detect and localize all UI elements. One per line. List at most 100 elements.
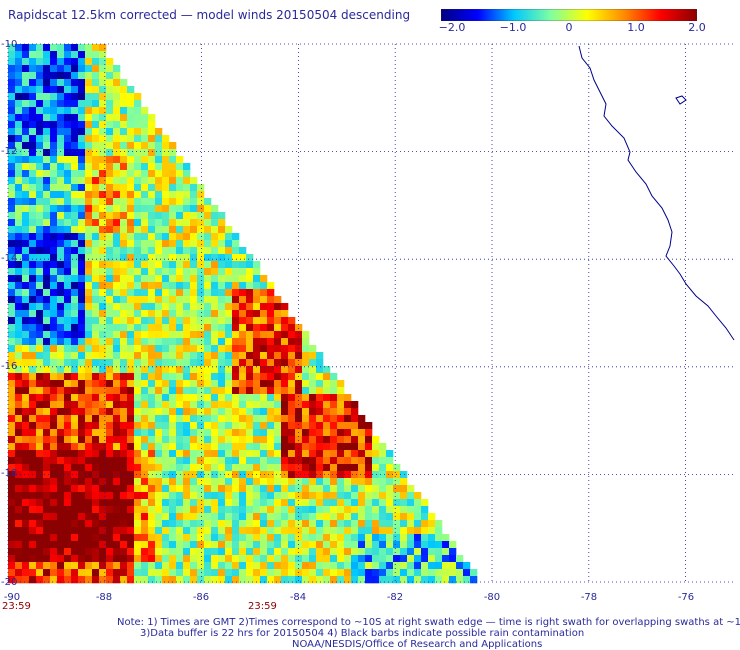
- wind-diff-cell: [92, 429, 100, 437]
- wind-diff-cell: [71, 261, 79, 269]
- wind-diff-cell: [260, 338, 268, 346]
- wind-diff-cell: [120, 219, 128, 227]
- wind-diff-cell: [141, 436, 149, 444]
- wind-diff-cell: [120, 233, 128, 241]
- wind-diff-cell: [141, 107, 149, 115]
- wind-diff-cell: [400, 485, 408, 493]
- wind-diff-cell: [36, 415, 44, 423]
- wind-diff-cell: [141, 457, 149, 465]
- wind-diff-cell: [64, 226, 72, 234]
- wind-diff-cell: [162, 436, 170, 444]
- wind-diff-cell: [155, 191, 163, 199]
- wind-diff-cell: [232, 268, 240, 276]
- wind-diff-cell: [148, 478, 156, 486]
- wind-diff-cell: [421, 499, 429, 507]
- wind-diff-cell: [274, 366, 282, 374]
- wind-diff-cell: [225, 436, 233, 444]
- wind-diff-cell: [120, 296, 128, 304]
- wind-diff-cell: [288, 373, 296, 381]
- lon-label-80: -80: [483, 592, 501, 603]
- wind-diff-cell: [85, 65, 93, 73]
- wind-diff-cell: [246, 492, 254, 500]
- wind-diff-cell: [22, 394, 30, 402]
- wind-diff-cell: [99, 366, 107, 374]
- wind-diff-cell: [190, 541, 198, 549]
- wind-diff-cell: [99, 107, 107, 115]
- wind-diff-cell: [134, 240, 142, 248]
- wind-diff-cell: [78, 366, 86, 374]
- wind-diff-cell: [8, 464, 16, 472]
- wind-diff-cell: [246, 380, 254, 388]
- wind-diff-cell: [260, 520, 268, 528]
- wind-diff-cell: [57, 345, 65, 353]
- wind-diff-cell: [22, 198, 30, 206]
- wind-diff-cell: [232, 534, 240, 542]
- wind-diff-cell: [120, 562, 128, 570]
- wind-diff-cell: [232, 576, 240, 584]
- wind-diff-cell: [253, 541, 261, 549]
- wind-diff-cell: [358, 429, 366, 437]
- wind-diff-cell: [414, 520, 422, 528]
- wind-diff-cell: [50, 65, 58, 73]
- wind-diff-cell: [92, 296, 100, 304]
- wind-diff-cell: [43, 86, 51, 94]
- wind-diff-cell: [85, 394, 93, 402]
- wind-diff-cell: [281, 555, 289, 563]
- wind-diff-cell: [99, 471, 107, 479]
- wind-diff-cell: [197, 226, 205, 234]
- lat-label-14: -14: [1, 253, 18, 264]
- wind-diff-cell: [344, 429, 352, 437]
- wind-diff-cell: [218, 275, 226, 283]
- wind-diff-cell: [36, 471, 44, 479]
- wind-diff-cell: [344, 499, 352, 507]
- wind-diff-cell: [106, 513, 114, 521]
- wind-diff-cell: [29, 366, 37, 374]
- wind-diff-cell: [253, 268, 261, 276]
- wind-diff-cell: [176, 527, 184, 535]
- wind-diff-cell: [232, 387, 240, 395]
- wind-diff-cell: [85, 198, 93, 206]
- wind-diff-cell: [190, 289, 198, 297]
- wind-diff-cell: [260, 394, 268, 402]
- wind-diff-cell: [78, 135, 86, 143]
- wind-diff-cell: [36, 345, 44, 353]
- wind-diff-cell: [106, 135, 114, 143]
- wind-diff-cell: [141, 156, 149, 164]
- wind-diff-cell: [22, 254, 30, 262]
- wind-diff-cell: [155, 198, 163, 206]
- wind-diff-cell: [428, 576, 436, 584]
- wind-diff-cell: [57, 198, 65, 206]
- wind-diff-cell: [8, 387, 16, 395]
- wind-diff-cell: [337, 569, 345, 577]
- wind-diff-cell: [302, 359, 310, 367]
- wind-diff-cell: [162, 520, 170, 528]
- wind-diff-cell: [120, 170, 128, 178]
- wind-diff-cell: [113, 436, 121, 444]
- wind-diff-cell: [85, 555, 93, 563]
- wind-diff-cell: [197, 303, 205, 311]
- wind-diff-cell: [29, 156, 37, 164]
- wind-diff-cell: [71, 254, 79, 262]
- wind-diff-cell: [407, 562, 415, 570]
- wind-diff-cell: [127, 198, 135, 206]
- wind-diff-cell: [120, 268, 128, 276]
- wind-diff-cell: [85, 513, 93, 521]
- wind-diff-cell: [155, 324, 163, 332]
- wind-diff-cell: [218, 380, 226, 388]
- wind-diff-cell: [190, 429, 198, 437]
- wind-diff-cell: [29, 72, 37, 80]
- wind-diff-cell: [162, 303, 170, 311]
- wind-diff-cell: [78, 79, 86, 87]
- wind-diff-cell: [365, 534, 373, 542]
- wind-diff-cell: [99, 205, 107, 213]
- wind-diff-cell: [442, 569, 450, 577]
- wind-diff-cell: [309, 359, 317, 367]
- wind-diff-cell: [36, 303, 44, 311]
- wind-diff-cell: [120, 492, 128, 500]
- wind-diff-cell: [29, 569, 37, 577]
- wind-diff-cell: [36, 527, 44, 535]
- wind-diff-cell: [197, 429, 205, 437]
- wind-diff-cell: [232, 254, 240, 262]
- wind-diff-cell: [15, 142, 23, 150]
- wind-diff-cell: [204, 338, 212, 346]
